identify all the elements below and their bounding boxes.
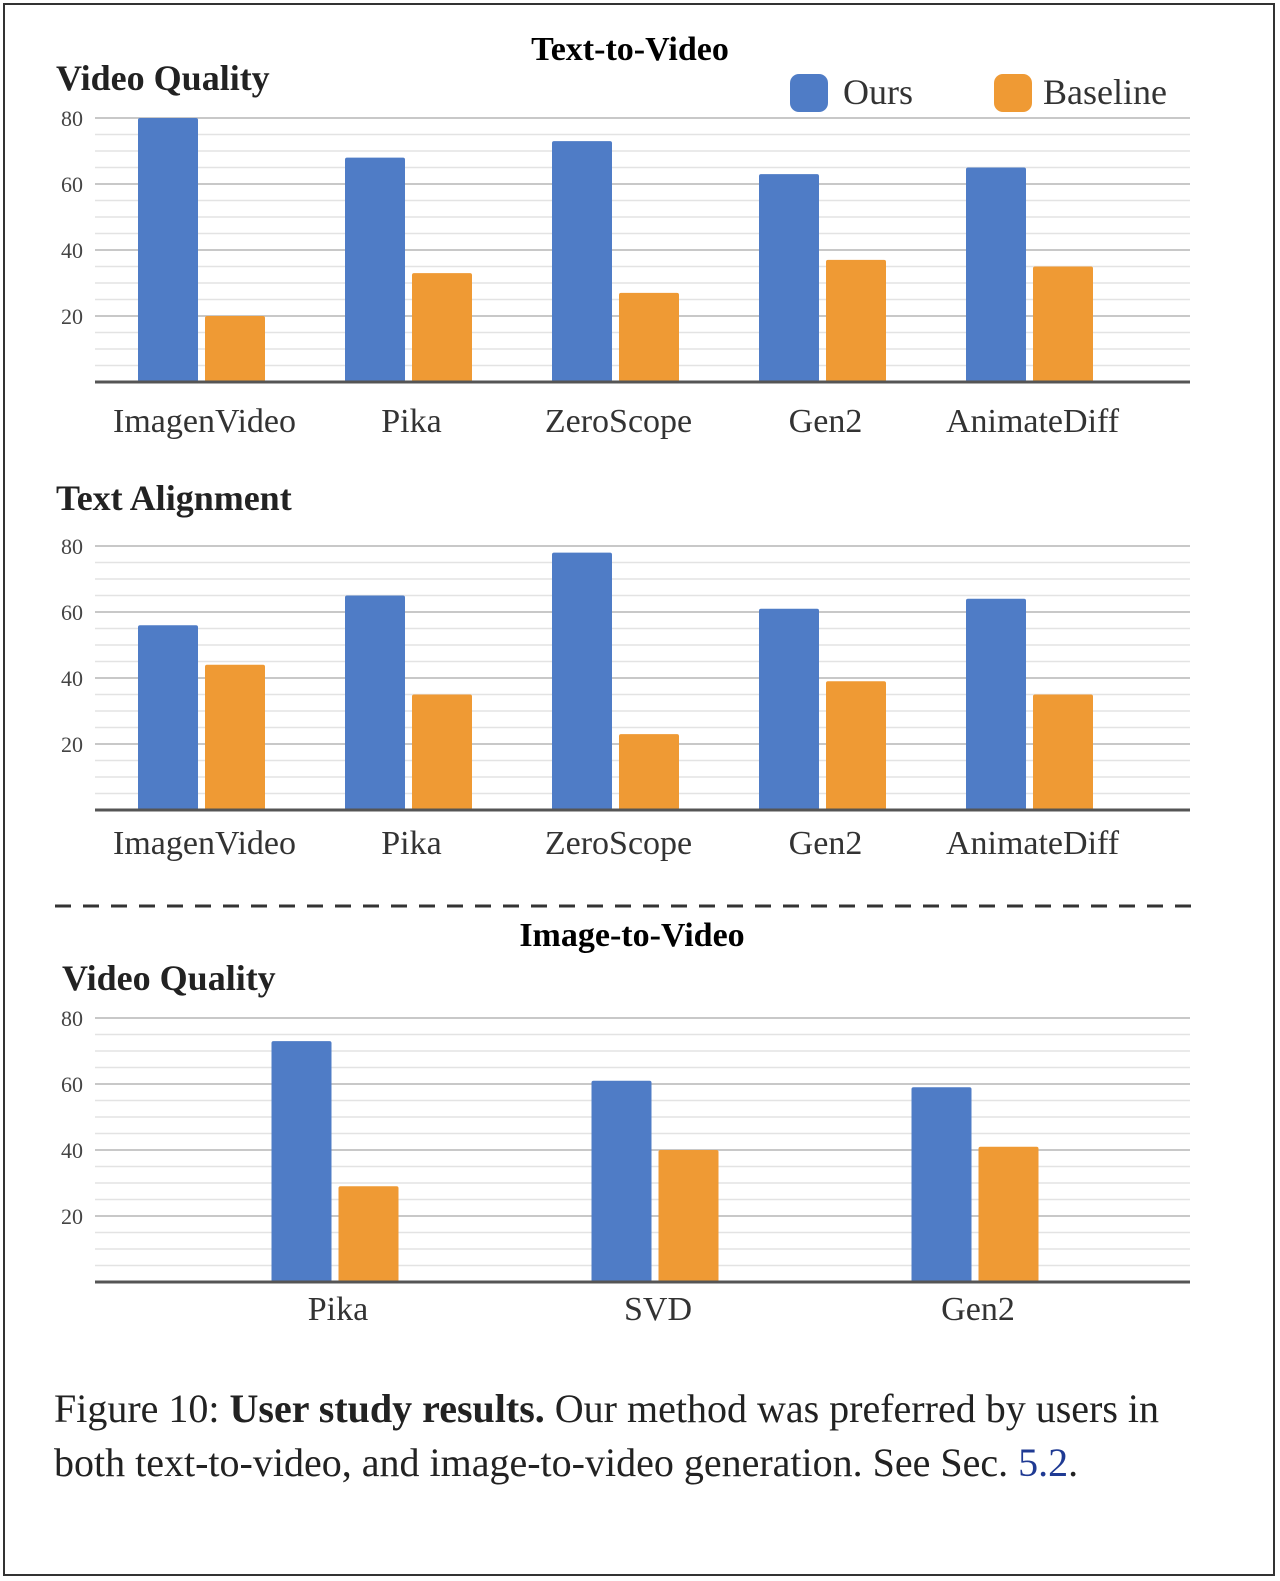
chart-title: Text Alignment — [56, 478, 292, 518]
section-title-text-to-video: Text-to-Video — [531, 31, 729, 68]
bar-baseline-pika — [412, 694, 472, 810]
bar-baseline-gen2 — [826, 681, 886, 810]
x-category-label: Pika — [381, 403, 441, 440]
legend-swatch-baseline — [994, 74, 1032, 112]
bar-ours-gen2 — [911, 1087, 972, 1282]
bar-ours-svd — [591, 1080, 652, 1282]
chart-t2v-video-quality: Video Quality 20 40 60 80 ImagenVideo Pika Zero… — [56, 58, 1190, 440]
x-category-label: AnimateDiff — [946, 825, 1120, 862]
y-tick-label: 60 — [61, 600, 83, 625]
bar-ours-gen2 — [759, 608, 819, 810]
bar-ours-zeroscope — [552, 552, 612, 810]
chart-t2v-text-alignment: Text Alignment 20 40 60 80 ImagenVideo Pika Zer… — [56, 478, 1190, 862]
y-tick-label: 60 — [61, 1072, 83, 1097]
bar-baseline-imagenvideo — [205, 664, 265, 810]
figure-caption: Figure 10: User study results. Our metho… — [54, 1382, 1234, 1490]
bar-ours-gen2 — [759, 174, 819, 382]
x-category-label: ZeroScope — [545, 825, 692, 862]
chart-i2v-video-quality: Video Quality 20 40 60 80 Pika SVD Gen2 — [61, 958, 1190, 1328]
bar-ours-pika — [345, 595, 405, 810]
x-category-label: Gen2 — [789, 825, 863, 862]
bar-ours-pika — [271, 1041, 332, 1282]
legend-swatch-ours — [790, 74, 828, 112]
legend: Ours Baseline — [790, 72, 1167, 112]
x-category-label: ZeroScope — [545, 403, 692, 440]
caption-bold: User study results. — [229, 1386, 545, 1431]
x-category-label: ImagenVideo — [113, 825, 296, 862]
y-tick-label: 40 — [61, 1138, 83, 1163]
bar-ours-imagenvideo — [138, 118, 198, 382]
x-category-label: AnimateDiff — [946, 403, 1120, 440]
x-category-label: Pika — [308, 1291, 368, 1328]
chart-title: Video Quality — [56, 58, 270, 98]
bar-ours-pika — [345, 157, 405, 382]
bar-baseline-gen2 — [826, 259, 886, 382]
caption-suffix: . — [1068, 1440, 1079, 1485]
y-tick-label: 80 — [61, 1006, 83, 1031]
y-tick-label: 40 — [61, 666, 83, 691]
y-tick-label: 40 — [61, 238, 83, 263]
legend-label-ours: Ours — [843, 72, 913, 112]
bar-baseline-pika — [338, 1186, 399, 1282]
x-category-label: ImagenVideo — [113, 403, 296, 440]
legend-label-baseline: Baseline — [1043, 72, 1167, 112]
y-tick-label: 60 — [61, 172, 83, 197]
bar-baseline-svd — [658, 1150, 719, 1282]
bar-baseline-zeroscope — [619, 734, 679, 810]
bar-ours-animatediff — [966, 167, 1026, 382]
bar-baseline-zeroscope — [619, 292, 679, 382]
y-tick-label: 20 — [61, 304, 83, 329]
y-tick-label: 80 — [61, 534, 83, 559]
bar-baseline-animatediff — [1033, 266, 1093, 382]
x-category-label: Pika — [381, 825, 441, 862]
bar-ours-imagenvideo — [138, 625, 198, 810]
y-tick-label: 20 — [61, 732, 83, 757]
bar-baseline-pika — [412, 273, 472, 382]
y-tick-label: 80 — [61, 106, 83, 131]
bar-ours-zeroscope — [552, 141, 612, 382]
figure-frame — [3, 3, 1275, 1576]
caption-section-link[interactable]: 5.2 — [1018, 1440, 1069, 1485]
section-title-image-to-video: Image-to-Video — [519, 917, 744, 954]
caption-text: Our method was preferred by users in bot… — [54, 1386, 1160, 1485]
chart-title: Video Quality — [62, 958, 276, 998]
bar-ours-animatediff — [966, 598, 1026, 810]
x-category-label: Gen2 — [941, 1291, 1015, 1328]
x-category-label: Gen2 — [789, 403, 863, 440]
bar-baseline-gen2 — [978, 1146, 1039, 1282]
y-tick-label: 20 — [61, 1204, 83, 1229]
bar-baseline-imagenvideo — [205, 316, 265, 382]
x-category-label: SVD — [624, 1291, 692, 1328]
caption-prefix: Figure 10: — [54, 1386, 230, 1431]
bar-baseline-animatediff — [1033, 694, 1093, 810]
